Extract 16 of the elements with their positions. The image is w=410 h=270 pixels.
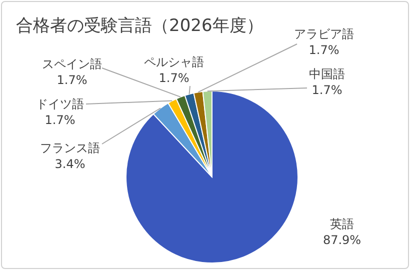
slice-label: ドイツ語 [36, 97, 84, 111]
data-label: 1.7% [158, 71, 190, 85]
slice-label: ペルシャ語 [144, 55, 204, 69]
slice-label: アラビア語 [294, 27, 354, 41]
data-label: 1.7% [56, 73, 88, 87]
slice-label: 中国語 [309, 67, 345, 81]
data-label: 87.9% [322, 233, 362, 247]
data-label: 1.7% [312, 83, 342, 97]
data-label: 1.7% [308, 43, 340, 57]
data-label: 3.4% [54, 157, 86, 171]
pie-slice [126, 90, 298, 264]
slice-label: スペイン語 [42, 57, 102, 71]
data-label: 1.7% [44, 113, 76, 127]
slice-label: 英語 [330, 217, 354, 231]
slice-label: フランス語 [40, 141, 100, 155]
chart-title: 合格者の受験言語（2026年度） [16, 15, 264, 37]
